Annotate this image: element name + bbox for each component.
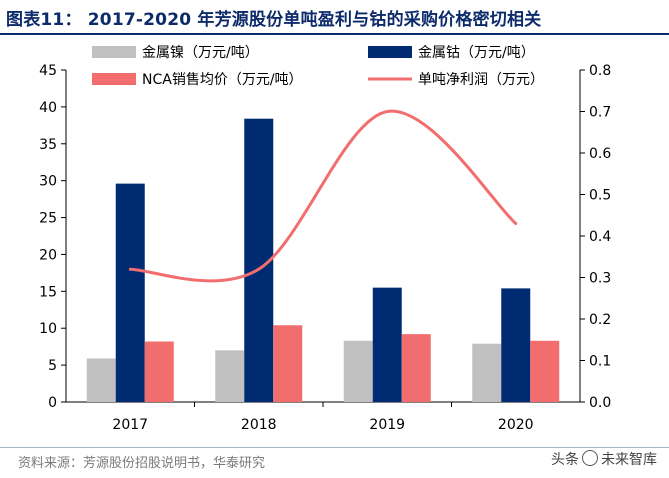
right-tick-label: 0.3: [589, 271, 611, 287]
bar: [372, 287, 402, 402]
left-tick-label: 45: [39, 63, 57, 79]
right-tick-label: 0.4: [589, 229, 611, 245]
legend-label: 金属镍（万元/吨）: [142, 45, 259, 61]
x-tick-label: 2020: [498, 417, 534, 433]
bar: [501, 288, 531, 402]
left-tick-label: 0: [48, 395, 57, 411]
legend-label: NCA销售均价（万元/吨）: [142, 72, 303, 88]
left-tick-label: 30: [39, 174, 57, 190]
bar: [530, 340, 560, 402]
right-tick-label: 0.6: [589, 146, 611, 162]
right-tick-label: 0.7: [589, 105, 611, 121]
watermark-name: 未来智库: [601, 452, 657, 468]
left-tick-label: 20: [39, 247, 57, 263]
bar: [115, 183, 145, 402]
right-tick-label: 0.1: [589, 354, 611, 370]
legend: 金属镍（万元/吨） 金属钴（万元/吨） NCA销售均价（万元/吨） 单吨净利润（万元）: [92, 45, 544, 88]
profit-line: [128, 109, 518, 283]
left-tick-label: 25: [39, 211, 57, 227]
legend-label: 单吨净利润（万元）: [418, 72, 544, 88]
watermark-brand: 头条: [551, 452, 579, 468]
line-series: [128, 109, 518, 283]
watermark: 头条 未来智库: [551, 449, 657, 469]
legend-label: 金属钴（万元/吨）: [418, 45, 535, 61]
bar: [343, 340, 373, 402]
legend-swatch: [92, 46, 136, 58]
bar: [273, 325, 303, 402]
source-note: 资料来源：芳源股份招股说明书，华泰研究: [18, 456, 266, 471]
x-tick-label: 2019: [369, 417, 405, 433]
chart-title: 图表11： 2017-2020 年芳源股份单吨盈利与钴的采购价格密切相关: [6, 10, 542, 30]
left-tick-label: 5: [48, 358, 57, 374]
right-tick-label: 0.2: [589, 312, 611, 328]
right-tick-label: 0.8: [589, 63, 611, 79]
right-tick-label: 0.0: [589, 395, 611, 411]
left-tick-label: 10: [39, 321, 57, 337]
bar: [86, 358, 116, 402]
bar: [472, 343, 502, 402]
bar: [401, 334, 431, 402]
legend-swatch: [368, 46, 412, 58]
legend-swatch: [92, 73, 136, 85]
combo-chart: 金属镍（万元/吨） 金属钴（万元/吨） NCA销售均价（万元/吨） 单吨净利润（万元）…: [39, 45, 611, 433]
left-tick-label: 35: [39, 137, 57, 153]
left-tick-label: 40: [39, 100, 57, 116]
title-bar: 图表11： 2017-2020 年芳源股份单吨盈利与钴的采购价格密切相关: [0, 0, 669, 35]
x-tick-label: 2017: [112, 417, 148, 433]
bar: [144, 341, 174, 402]
right-tick-label: 0.5: [589, 188, 611, 204]
x-tick-label: 2018: [241, 417, 277, 433]
axes: 0 5 10 15 20 25 30 35 40 45 0.0 0.1 0.2 0.3 0.4 0.5 0.6 0…: [39, 63, 611, 433]
bars: [86, 118, 560, 403]
bar: [215, 350, 245, 402]
at-icon: [582, 450, 598, 466]
title-underline: [0, 33, 669, 35]
left-tick-label: 15: [39, 284, 57, 300]
footer-divider: [0, 447, 669, 448]
